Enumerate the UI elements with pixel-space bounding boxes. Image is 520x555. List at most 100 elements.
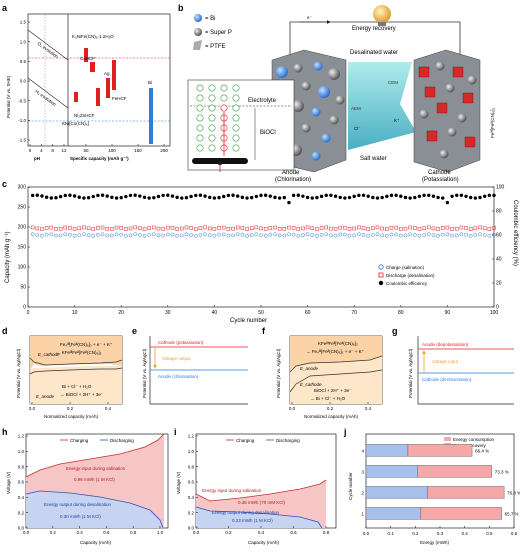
charge-point — [184, 232, 189, 237]
discharge-point — [282, 226, 287, 231]
ce-point — [464, 194, 468, 198]
ce-point — [455, 193, 459, 198]
ptfe-icon — [193, 40, 202, 50]
g-voltage-label: Voltage input — [432, 359, 459, 364]
bar-ni2zn — [96, 88, 100, 106]
inset-atom — [232, 84, 240, 92]
discharge-point — [347, 227, 352, 231]
ce-point — [82, 196, 86, 200]
ce-point — [236, 194, 240, 198]
ce-point — [231, 193, 235, 197]
charge-point — [161, 233, 165, 238]
charge-point — [343, 232, 347, 237]
discharge-point — [310, 226, 315, 230]
charge-point — [487, 233, 492, 238]
ce-point — [138, 194, 142, 198]
panel-c-xlabel: Cycle number — [230, 318, 267, 324]
panel-j-ylabel: Cycle number — [348, 472, 353, 500]
label-knico: KNi[Co(CN)₆] — [62, 121, 89, 126]
c-xtick-label: 70 — [351, 310, 357, 316]
ce-point — [152, 195, 156, 200]
ce-point — [310, 196, 314, 200]
discharge-point — [207, 226, 212, 231]
panel-c-ylabel: Capacity (mAh g⁻¹) — [5, 231, 11, 283]
i-xtick-label: 0.2 — [225, 530, 232, 535]
a-ytick-label: 0.5 — [20, 59, 27, 64]
anode-particle — [321, 133, 331, 143]
cathode-formula: Feᴴᴵ[Feᴵᴵ(CN)₆]₃ — [490, 108, 495, 138]
panel-e-ylabel: Potential (V vs. Ag/AgCl) — [142, 348, 147, 398]
j-xtick-label: 0.2 — [412, 531, 419, 536]
legend-ce: Coulombic efficiency — [386, 281, 428, 286]
charge-point — [72, 233, 77, 238]
charge-point — [58, 233, 63, 238]
c-xtick-label: 10 — [72, 310, 78, 316]
water-channel — [348, 62, 416, 150]
ph-axis-label: pH — [34, 156, 40, 161]
discharge-point — [161, 227, 165, 231]
charge-point — [68, 232, 72, 237]
panel-a-ylabel: Potential (V vs. SHE) — [6, 75, 11, 118]
h2-evolution-line — [27, 77, 69, 109]
ce-point — [40, 194, 44, 198]
anode-particle — [318, 86, 330, 98]
discharge-point — [96, 226, 100, 230]
charge-point — [207, 233, 212, 238]
label-fehcf: FeHCF — [112, 96, 127, 101]
discharge-point — [478, 225, 482, 230]
cathode-particle — [447, 127, 457, 137]
discharge-point — [110, 227, 114, 231]
ce-point — [100, 193, 105, 197]
i-output-value: 0.23 mWh (1 M KCl) — [232, 518, 273, 523]
cathode-label-line1: Cathode — [428, 170, 451, 176]
discharge-point — [473, 226, 478, 231]
electrolyte-label: Electrolyte — [248, 98, 277, 104]
anode-particle — [335, 95, 345, 105]
panel-f-letter: f — [262, 326, 266, 336]
cathode-particle — [457, 113, 467, 123]
c-y2tick-label: 80 — [496, 209, 502, 215]
c-xtick-label: 50 — [258, 310, 264, 316]
inset-atoms — [196, 84, 240, 156]
f-eanode: E_anode — [300, 366, 319, 371]
salt-water-label: Salt water — [360, 156, 387, 162]
panel-h-ylabel: Voltage (V) — [6, 471, 11, 494]
discharge-point — [77, 226, 82, 231]
ce-point — [445, 200, 450, 205]
panel-f-anode-curve — [289, 355, 383, 373]
bi-particle-icon — [194, 14, 202, 22]
discharge-point — [487, 227, 492, 231]
e-voltage-label: Voltage output — [162, 356, 192, 361]
discharge-point — [124, 227, 128, 231]
ce-point — [273, 195, 277, 200]
h-ytick-label: 0.8 — [18, 464, 25, 469]
c-ytick-label: 300 — [18, 185, 27, 191]
discharge-point — [259, 226, 263, 231]
f-xtick-label: 0.0 — [289, 406, 296, 411]
label-ag: Ag — [104, 71, 110, 76]
ce-point — [263, 193, 268, 197]
discharge-point — [203, 225, 207, 230]
discharge-point — [184, 225, 189, 230]
inset-atom — [232, 134, 240, 142]
o2-label: O₂ evolution — [36, 41, 59, 60]
anode-particle — [301, 81, 311, 91]
charge-point — [105, 233, 110, 238]
discharge-point — [343, 225, 347, 230]
inset-atom — [220, 94, 228, 102]
discharge-point — [114, 225, 119, 230]
charge-point — [179, 233, 184, 238]
ce-point — [394, 193, 398, 197]
j-xtick-label: 0.6 — [511, 531, 518, 536]
ce-point — [343, 196, 347, 200]
j-legend-consumption-swatch — [444, 437, 451, 441]
h-output-value: 0.30 mWh (1 M KCl) — [60, 514, 101, 519]
panel-j-xlabel: Energy (mWh) — [420, 540, 450, 545]
i-ytick-label: 0.2 — [188, 510, 195, 515]
ce-point — [128, 193, 133, 198]
cathode-cube — [462, 92, 474, 104]
bar-cohcf — [90, 62, 95, 72]
panel-d-anode-curve — [29, 367, 123, 375]
bar-bi — [149, 88, 153, 144]
h-ytick-label: 0.6 — [18, 480, 25, 485]
